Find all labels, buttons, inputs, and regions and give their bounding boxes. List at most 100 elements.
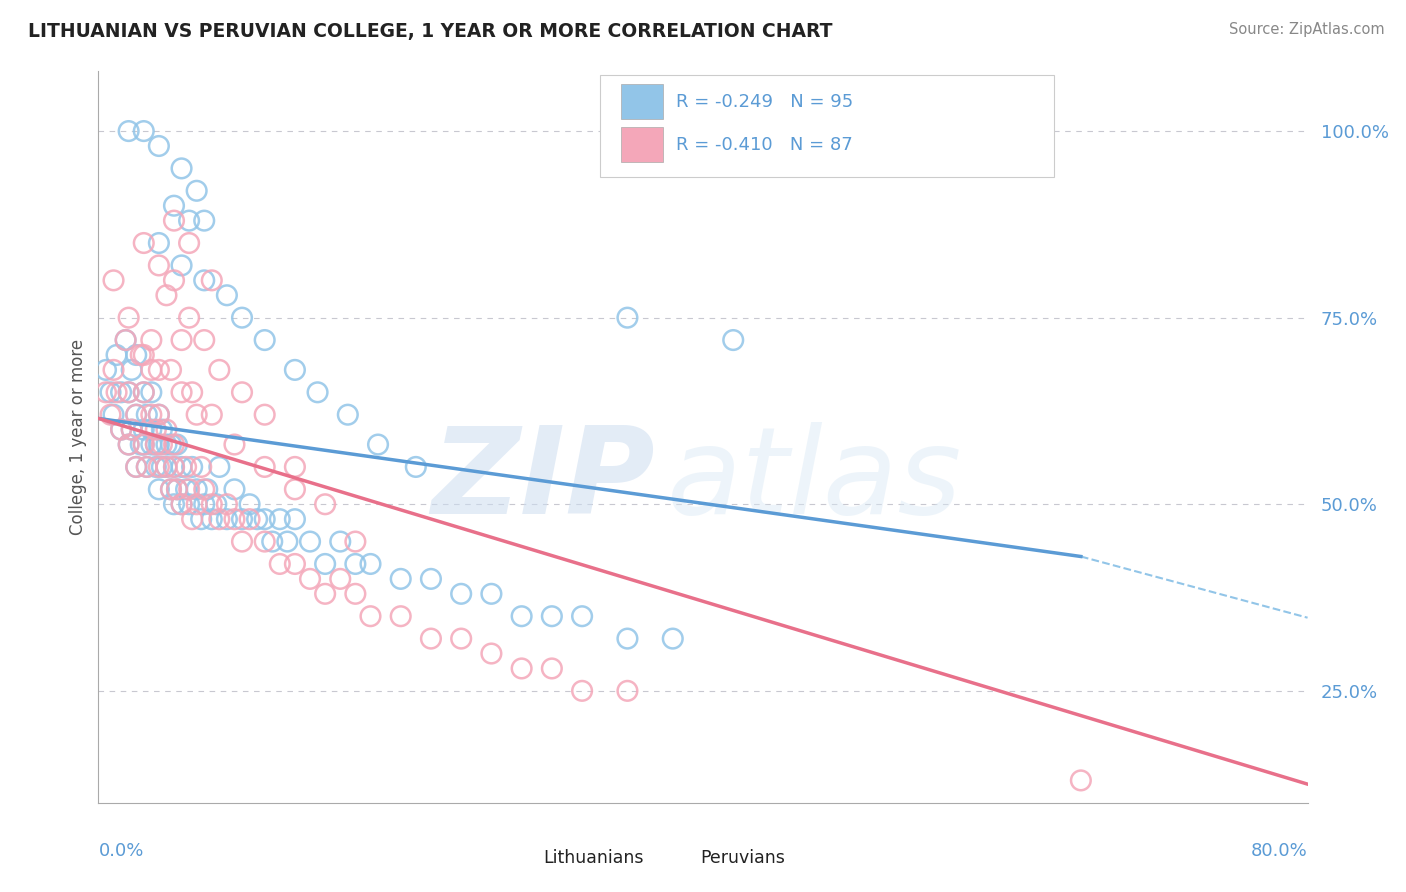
Point	[215, 512, 238, 526]
Point	[450, 632, 472, 646]
Point	[160, 483, 183, 497]
Point	[179, 235, 201, 250]
Point	[150, 459, 173, 474]
Point	[201, 512, 224, 526]
Text: 80.0%: 80.0%	[1251, 842, 1308, 860]
Point	[329, 572, 352, 586]
Point	[145, 423, 167, 437]
Point	[125, 459, 148, 474]
Point	[284, 557, 307, 571]
Point	[132, 348, 155, 362]
FancyBboxPatch shape	[659, 847, 690, 871]
Point	[193, 213, 215, 227]
Point	[367, 437, 389, 451]
Point	[125, 408, 148, 422]
Point	[170, 161, 193, 176]
Point	[163, 199, 186, 213]
Point	[94, 385, 117, 400]
Point	[121, 423, 143, 437]
Point	[163, 459, 186, 474]
Point	[231, 385, 253, 400]
Point	[141, 333, 163, 347]
Point	[132, 423, 155, 437]
Point	[510, 661, 533, 675]
Point	[420, 632, 443, 646]
FancyBboxPatch shape	[621, 84, 664, 119]
Point	[208, 512, 231, 526]
Point	[103, 363, 125, 377]
Point	[141, 363, 163, 377]
Point	[160, 483, 183, 497]
Point	[114, 333, 136, 347]
Point	[481, 647, 503, 661]
Point	[125, 348, 148, 362]
Point	[616, 632, 638, 646]
Point	[103, 273, 125, 287]
Point	[208, 363, 231, 377]
Point	[163, 497, 186, 511]
Point	[129, 437, 152, 451]
Point	[141, 385, 163, 400]
FancyBboxPatch shape	[503, 847, 534, 871]
Point	[100, 385, 122, 400]
Point	[150, 437, 173, 451]
Point	[141, 408, 163, 422]
Point	[145, 437, 167, 451]
Point	[110, 423, 132, 437]
Point	[299, 534, 322, 549]
Point	[186, 483, 208, 497]
Text: Lithuanians: Lithuanians	[543, 848, 644, 867]
Point	[132, 385, 155, 400]
Point	[205, 497, 228, 511]
Point	[148, 408, 170, 422]
Point	[1070, 773, 1092, 788]
Point	[239, 512, 262, 526]
Text: Source: ZipAtlas.com: Source: ZipAtlas.com	[1229, 22, 1385, 37]
Point	[132, 235, 155, 250]
Point	[114, 333, 136, 347]
Point	[110, 423, 132, 437]
Point	[201, 408, 224, 422]
Point	[174, 459, 197, 474]
Point	[284, 459, 307, 474]
Point	[145, 437, 167, 451]
Point	[181, 459, 204, 474]
Point	[540, 661, 562, 675]
Point	[190, 512, 212, 526]
Point	[186, 497, 208, 511]
Point	[661, 632, 683, 646]
Point	[307, 385, 329, 400]
Point	[616, 683, 638, 698]
Point	[118, 437, 141, 451]
Point	[389, 572, 412, 586]
Point	[170, 385, 193, 400]
Point	[314, 557, 336, 571]
Point	[179, 497, 201, 511]
Point	[166, 437, 188, 451]
Point	[186, 184, 208, 198]
Point	[253, 459, 276, 474]
Point	[181, 385, 204, 400]
Point	[163, 459, 186, 474]
Point	[132, 437, 155, 451]
Point	[118, 437, 141, 451]
Point	[344, 587, 367, 601]
Point	[166, 483, 188, 497]
Point	[110, 385, 132, 400]
Point	[118, 310, 141, 325]
Point	[170, 259, 193, 273]
Point	[510, 609, 533, 624]
Point	[571, 609, 593, 624]
Point	[132, 124, 155, 138]
Point	[179, 310, 201, 325]
Text: ZIP: ZIP	[430, 423, 655, 540]
Point	[329, 534, 352, 549]
Point	[174, 483, 197, 497]
Point	[224, 483, 246, 497]
Point	[224, 512, 246, 526]
Point	[193, 483, 215, 497]
Point	[148, 483, 170, 497]
Point	[201, 273, 224, 287]
Point	[224, 437, 246, 451]
Point	[170, 459, 193, 474]
